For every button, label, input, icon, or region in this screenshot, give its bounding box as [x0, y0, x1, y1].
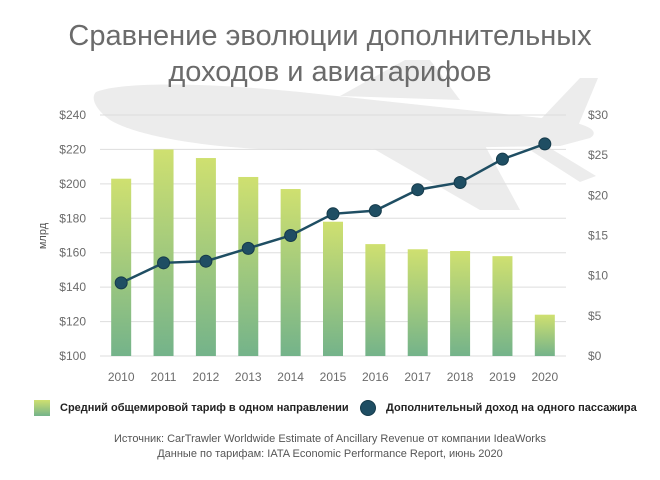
line-point: [199, 254, 213, 268]
x-tick-label: 2016: [362, 370, 389, 384]
left-tick-label: $180: [59, 211, 86, 225]
x-tick-label: 2018: [447, 370, 474, 384]
line-point: [368, 204, 382, 218]
legend-line-dot-icon: [360, 400, 376, 416]
x-tick-label: 2011: [151, 370, 177, 384]
bar: [323, 221, 343, 356]
left-tick-label: $140: [59, 280, 86, 294]
chart-title-line2: доходов и авиатарифов: [168, 56, 492, 88]
right-tick-label: $5: [588, 309, 602, 323]
right-tick-label: $0: [588, 349, 602, 363]
line-point: [495, 152, 509, 166]
source-line-1: Источник: CarTrawler Worldwide Estimate …: [114, 433, 546, 445]
legend-item-line: Дополнительный доход на одного пассажира: [360, 400, 637, 416]
bar: [365, 244, 386, 356]
line-point: [326, 207, 340, 221]
legend-bar-label: Средний общемировой тариф в одном направ…: [60, 402, 349, 414]
chart-title-line1: Сравнение эволюции дополнительных: [68, 20, 592, 52]
bar: [238, 176, 259, 356]
right-tick-label: $15: [588, 229, 608, 243]
legend-item-bars: Средний общемировой тариф в одном направ…: [34, 400, 349, 416]
line-point: [241, 241, 255, 255]
left-tick-label: $120: [59, 315, 86, 329]
left-axis-label: млрд: [37, 222, 49, 249]
legend-line-label: Дополнительный доход на одного пассажира: [386, 402, 637, 414]
airplane-background-icon: [93, 60, 598, 210]
x-tick-label: 2019: [489, 370, 516, 384]
bar: [492, 256, 513, 356]
line-point: [157, 256, 171, 270]
left-tick-label: $160: [59, 246, 86, 260]
left-axis-ticks: $100 $120 $140 $160 $180 $200 $220 $240: [59, 108, 86, 363]
chart-title: Сравнение эволюции дополнительных доходо…: [0, 18, 660, 90]
line-point: [538, 137, 552, 151]
right-tick-label: $10: [588, 269, 608, 283]
bar: [280, 189, 301, 356]
bar: [450, 250, 471, 356]
bar: [407, 249, 428, 356]
x-tick-label: 2017: [404, 370, 431, 384]
bar: [534, 314, 555, 356]
line-point: [114, 276, 128, 290]
bar: [111, 178, 132, 356]
x-tick-label: 2013: [235, 370, 262, 384]
source-line-2: Данные по тарифам: IATA Economic Perform…: [157, 448, 503, 460]
x-axis-ticks: 2010 2011 2012 2013 2014 2015 2016 2017 2018 2019…: [108, 370, 559, 384]
line-points: [114, 137, 552, 290]
right-axis-ticks: $0 $5 $10 $15 $20 $25 $30: [588, 108, 608, 363]
left-tick-label: $220: [59, 142, 86, 156]
bar: [153, 149, 174, 356]
source-notes: Источник: CarTrawler Worldwide Estimate …: [0, 432, 660, 462]
line-point: [284, 229, 298, 242]
x-tick-label: 2014: [277, 370, 304, 384]
x-tick-label: 2010: [108, 370, 135, 384]
left-tick-label: $200: [59, 177, 86, 191]
left-tick-label: $100: [59, 349, 86, 363]
x-tick-label: 2020: [531, 370, 558, 384]
line-point: [411, 183, 425, 197]
x-tick-label: 2012: [193, 370, 220, 384]
right-tick-label: $20: [588, 188, 608, 202]
legend: Средний общемировой тариф в одном направ…: [0, 400, 660, 422]
right-tick-label: $30: [588, 108, 608, 122]
left-tick-label: $240: [59, 108, 86, 122]
line-point: [453, 175, 467, 189]
legend-bar-swatch-icon: [34, 400, 50, 416]
right-tick-label: $25: [588, 148, 608, 162]
x-tick-label: 2015: [320, 370, 347, 384]
